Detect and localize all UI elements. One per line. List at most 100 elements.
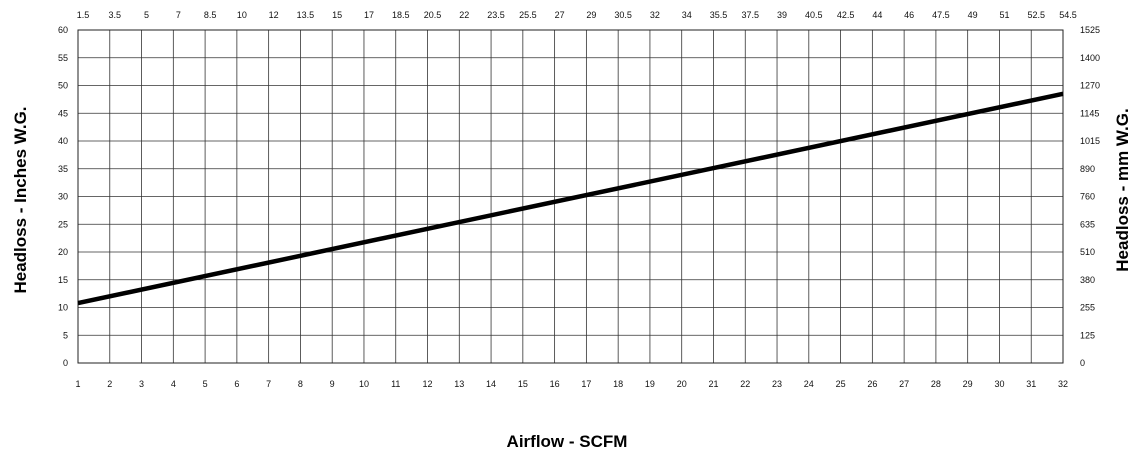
y-right-tick-label: 255 (1080, 303, 1095, 313)
y-right-tick-label: 1145 (1080, 108, 1099, 118)
x-top-tick-label: 44 (872, 10, 882, 20)
x-tick-label: 16 (550, 379, 560, 389)
y-right-tick-label: 760 (1080, 192, 1095, 202)
x-tick-label: 11 (391, 379, 400, 389)
y-tick-label: 35 (58, 164, 68, 174)
x-tick-label: 27 (899, 379, 909, 389)
x-top-tick-label: 32 (650, 10, 660, 20)
x-tick-label: 10 (359, 379, 369, 389)
y-right-tick-label: 380 (1080, 275, 1095, 285)
x-tick-label: 19 (645, 379, 655, 389)
x-tick-label: 5 (203, 379, 208, 389)
x-top-tick-label: 37.5 (741, 10, 759, 20)
x-tick-label: 2 (107, 379, 112, 389)
y-tick-label: 55 (58, 53, 68, 63)
x-top-tick-label: 1.5 (77, 10, 90, 20)
x-tick-label: 29 (963, 379, 973, 389)
x-tick-label: 20 (677, 379, 687, 389)
y-right-tick-label: 635 (1080, 219, 1095, 229)
y-right-tick-label: 1270 (1080, 81, 1100, 91)
x-top-tick-label: 35.5 (710, 10, 728, 20)
x-top-tick-label: 39 (777, 10, 787, 20)
y-tick-label: 60 (58, 25, 68, 35)
y-tick-label: 0 (63, 358, 68, 368)
x-top-tick-label: 8.5 (204, 10, 217, 20)
y-tick-label: 25 (58, 219, 68, 229)
y-right-tick-label: 890 (1080, 164, 1095, 174)
y-tick-label: 40 (58, 136, 68, 146)
x-tick-label: 15 (518, 379, 528, 389)
x-tick-label: 25 (836, 379, 846, 389)
x-tick-label: 30 (994, 379, 1004, 389)
x-tick-label: 22 (740, 379, 750, 389)
y-tick-label: 30 (58, 192, 68, 202)
x-top-tick-label: 47.5 (932, 10, 950, 20)
y-right-tick-label: 510 (1080, 247, 1095, 257)
x-tick-label: 14 (486, 379, 496, 389)
y-right-tick-label: 0 (1080, 358, 1085, 368)
x-top-tick-label: 40.5 (805, 10, 823, 20)
y-tick-label: 45 (58, 108, 68, 118)
y-tick-label: 50 (58, 81, 68, 91)
x-top-tick-label: 49 (968, 10, 978, 20)
x-top-tick-label: 54.5 (1059, 10, 1077, 20)
series-line (77, 91, 1064, 306)
y-right-tick-label: 125 (1080, 330, 1095, 340)
x-top-tick-label: 12 (269, 10, 279, 20)
x-top-tick-label: 15 (332, 10, 342, 20)
x-tick-label: 13 (454, 379, 464, 389)
x-tick-label: 8 (298, 379, 303, 389)
x-top-tick-label: 5 (144, 10, 149, 20)
x-tick-label: 1 (75, 379, 80, 389)
y-tick-label: 5 (63, 330, 68, 340)
y-right-tick-label: 1400 (1080, 53, 1100, 63)
y-right-tick-labels: 0 125 255 380 510 635 760 890 1015 1145 1270 1400 15… (1080, 25, 1100, 368)
x-tick-label: 17 (581, 379, 591, 389)
x-tick-label: 28 (931, 379, 941, 389)
plot-frame (77, 29, 1064, 364)
x-top-tick-label: 17 (364, 10, 374, 20)
x-tick-label: 21 (708, 379, 718, 389)
y-axis-title-right: Headloss - mm W.G. (1113, 108, 1132, 271)
x-top-tick-label: 13.5 (297, 10, 315, 20)
x-top-tick-label: 25.5 (519, 10, 537, 20)
x-top-tick-label: 34 (682, 10, 692, 20)
y-tick-label: 10 (58, 303, 68, 313)
y-tick-labels: 0 5 10 15 20 25 30 35 40 45 50 55 60 (58, 25, 68, 368)
x-tick-label: 24 (804, 379, 814, 389)
x-tick-label: 3 (139, 379, 144, 389)
x-tick-label: 23 (772, 379, 782, 389)
x-top-tick-label: 29 (586, 10, 596, 20)
x-top-tick-labels: 1.5 3.5 5 7 8.5 10 12 13.5 15 17 18.5 20.5 22 23.5 25.… (77, 10, 1077, 20)
x-top-tick-label: 52.5 (1027, 10, 1045, 20)
x-tick-label: 18 (613, 379, 623, 389)
y-right-tick-label: 1015 (1080, 136, 1100, 146)
x-tick-labels: 1 2 3 4 5 6 7 8 9 10 11 12 13 14 15 16 17 18 19 20 21 22 23 24 2… (75, 379, 1068, 389)
y-tick-label: 15 (58, 275, 68, 285)
series-layer (77, 91, 1064, 306)
x-axis-title: Airflow - SCFM (507, 432, 628, 451)
y-right-tick-label: 1525 (1080, 25, 1100, 35)
x-tick-label: 9 (330, 379, 335, 389)
x-top-tick-label: 7 (176, 10, 181, 20)
x-top-tick-label: 46 (904, 10, 914, 20)
x-top-tick-label: 27 (555, 10, 565, 20)
x-tick-label: 7 (266, 379, 271, 389)
x-top-tick-label: 51 (999, 10, 1009, 20)
x-top-tick-label: 23.5 (487, 10, 505, 20)
x-tick-label: 31 (1026, 379, 1036, 389)
y-tick-label: 20 (58, 247, 68, 257)
x-top-tick-label: 22 (459, 10, 469, 20)
y-axis-title-left: Headloss - Inches W.G. (11, 106, 30, 293)
x-tick-label: 32 (1058, 379, 1068, 389)
x-tick-label: 26 (867, 379, 877, 389)
chart-grid (77, 29, 1064, 364)
x-top-tick-label: 30.5 (614, 10, 632, 20)
x-top-tick-label: 3.5 (109, 10, 122, 20)
x-top-tick-label: 18.5 (392, 10, 410, 20)
x-tick-label: 4 (171, 379, 176, 389)
x-tick-label: 12 (423, 379, 433, 389)
x-top-tick-label: 20.5 (424, 10, 442, 20)
x-top-tick-label: 42.5 (837, 10, 855, 20)
